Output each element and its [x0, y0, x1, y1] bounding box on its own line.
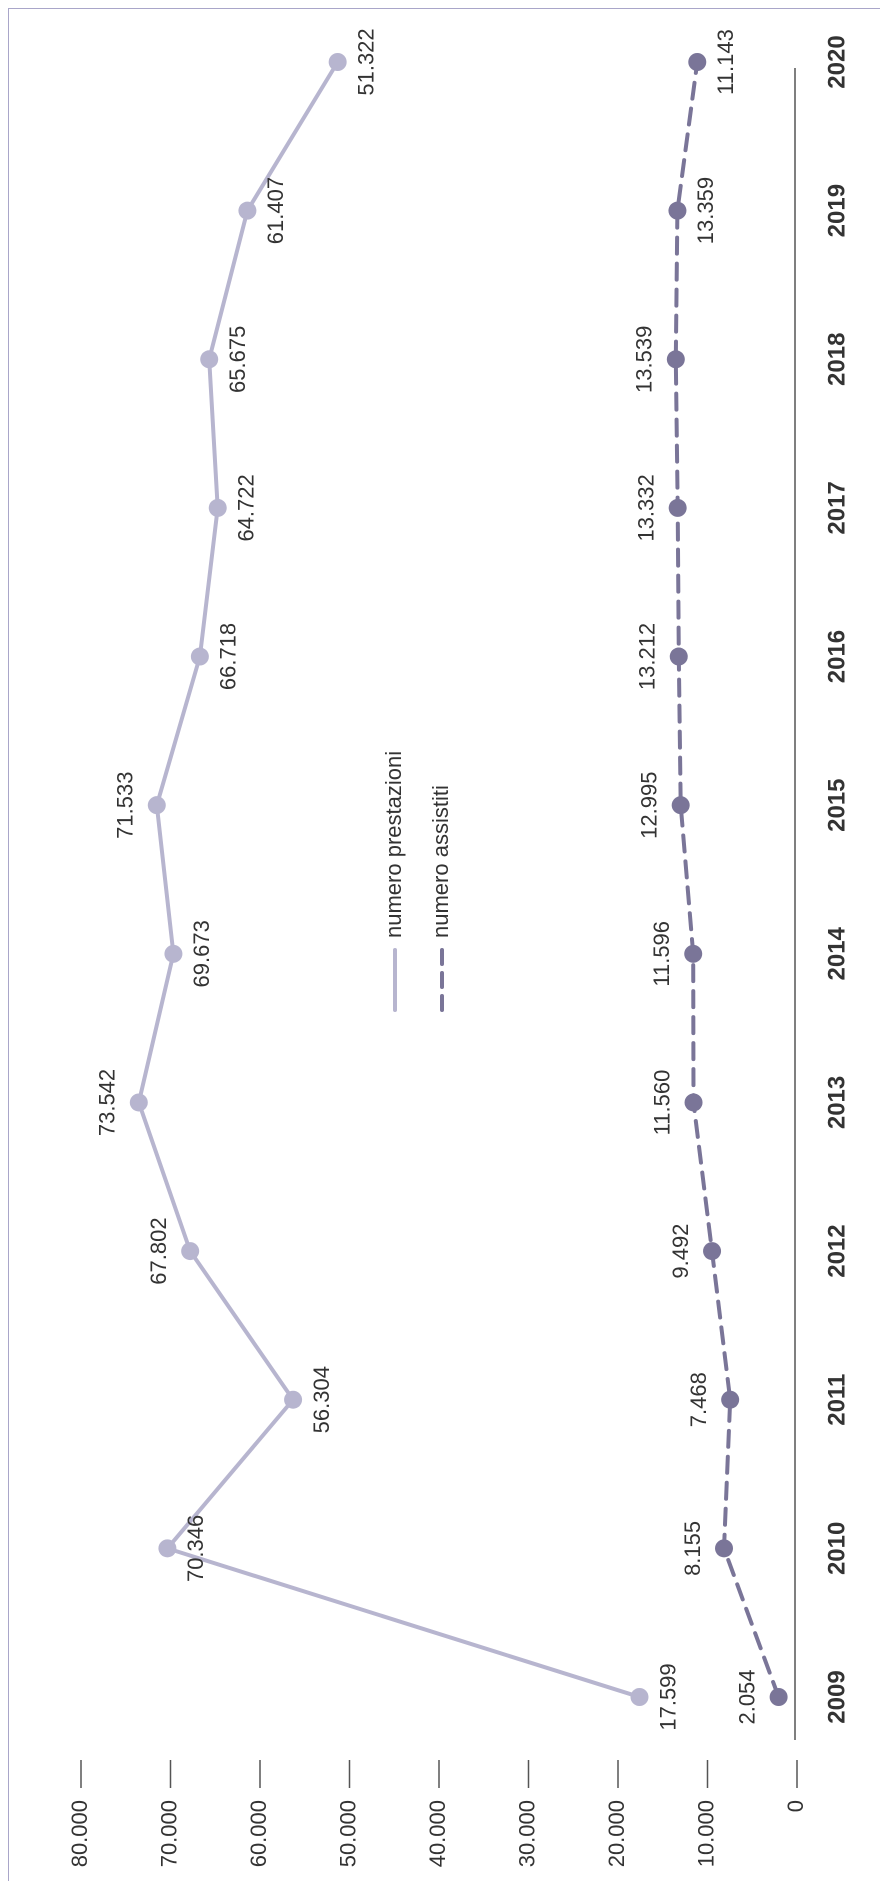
- data-point-numero-prestazioni-2010: [158, 1539, 177, 1558]
- data-point-numero-assistiti-2015: [671, 796, 690, 815]
- data-point-numero-prestazioni-2012: [181, 1242, 200, 1261]
- data-label-numero-assistiti-2020: 11.143: [713, 29, 738, 95]
- data-point-numero-assistiti-2019: [668, 201, 687, 220]
- data-label-numero-prestazioni-2017: 64.722: [234, 474, 259, 541]
- data-label-numero-assistiti-2015: 12.995: [637, 772, 662, 839]
- data-point-numero-assistiti-2014: [684, 944, 703, 963]
- data-point-numero-prestazioni-2017: [208, 498, 227, 517]
- y-tick-label-5: 50.000: [335, 1800, 360, 1867]
- data-point-numero-assistiti-2010: [715, 1539, 734, 1558]
- data-label-numero-prestazioni-2013: 73.542: [95, 1069, 120, 1136]
- data-point-numero-assistiti-2012: [703, 1242, 722, 1261]
- data-point-numero-prestazioni-2013: [129, 1093, 148, 1112]
- data-label-numero-assistiti-2011: 7.468: [686, 1372, 711, 1427]
- x-tick-label-2018: 2018: [823, 333, 850, 386]
- data-point-numero-assistiti-2009: [769, 1688, 788, 1706]
- chart-legend: numero prestazioni numero assistiti: [381, 751, 453, 1012]
- series-line-numero-assistiti: [673, 60, 781, 1699]
- x-tick-label-2010: 2010: [823, 1522, 850, 1575]
- legend-label-numero-prestazioni: numero prestazioni: [381, 751, 406, 938]
- data-label-numero-prestazioni-2014: 69.673: [189, 920, 214, 987]
- x-tick-label-2020: 2020: [823, 35, 850, 88]
- data-point-numero-prestazioni-2009: [630, 1688, 649, 1706]
- x-tick-label-2014: 2014: [823, 926, 850, 980]
- series-line-numero-prestazioni: [136, 60, 642, 1699]
- data-label-numero-assistiti-2017: 13.332: [634, 474, 659, 541]
- data-point-numero-prestazioni-2015: [147, 796, 166, 815]
- data-point-numero-assistiti-2011: [721, 1390, 740, 1409]
- x-tick-label-2019: 2019: [823, 184, 850, 237]
- data-point-numero-assistiti-2017: [668, 498, 687, 517]
- data-point-numero-prestazioni-2016: [190, 647, 209, 666]
- chart-frame: [8, 8, 880, 1881]
- y-tick-label-7: 70.000: [156, 1800, 181, 1867]
- data-point-numero-assistiti-2013: [684, 1093, 703, 1112]
- x-tick-label-2015: 2015: [823, 778, 850, 831]
- data-point-numero-prestazioni-2014: [164, 944, 183, 963]
- chart-axes: 2009 2010 2011 2012 2013 2014 2015 2016 2017 2018…: [67, 35, 851, 1867]
- data-label-numero-prestazioni-2020: 51.322: [354, 28, 379, 95]
- y-tick-label-4: 40.000: [425, 1800, 450, 1867]
- x-tick-label-2009: 2009: [823, 1670, 850, 1723]
- data-label-numero-assistiti-2016: 13.212: [635, 623, 660, 690]
- data-label-numero-prestazioni-2019: 61.407: [263, 177, 288, 244]
- data-label-numero-prestazioni-2015: 71.533: [113, 772, 138, 839]
- y-tick-label-1: 10.000: [693, 1800, 718, 1867]
- data-label-numero-prestazioni-2010: 70.346: [183, 1515, 208, 1582]
- data-label-numero-assistiti-2013: 11.560: [649, 1070, 674, 1136]
- data-label-numero-assistiti-2010: 8.155: [680, 1521, 705, 1576]
- data-point-numero-assistiti-2016: [669, 647, 688, 666]
- y-tick-label-6: 60.000: [246, 1800, 271, 1867]
- data-point-numero-assistiti-2018: [666, 350, 685, 369]
- x-tick-label-2011: 2011: [823, 1374, 850, 1426]
- data-label-numero-prestazioni-2011: 56.304: [309, 1366, 334, 1433]
- chart-data-labels: 17.599 70.346 56.304 67.802 73.542 69.673 71.5…: [95, 28, 760, 1730]
- data-point-numero-assistiti-2020: [688, 53, 707, 71]
- data-point-numero-prestazioni-2011: [284, 1390, 303, 1409]
- chart-series: [129, 53, 788, 1706]
- data-point-numero-prestazioni-2019: [238, 201, 257, 220]
- data-point-numero-prestazioni-2020: [328, 53, 347, 71]
- y-tick-label-3: 30.000: [514, 1800, 539, 1867]
- x-tick-label-2012: 2012: [823, 1224, 850, 1277]
- x-tick-label-2016: 2016: [823, 630, 850, 683]
- data-label-numero-prestazioni-2009: 17.599: [655, 1663, 680, 1730]
- data-point-numero-prestazioni-2018: [200, 350, 219, 369]
- data-label-numero-assistiti-2019: 13.359: [693, 177, 718, 244]
- legend-label-numero-assistiti: numero assistiti: [428, 785, 453, 938]
- x-tick-label-2013: 2013: [823, 1076, 850, 1129]
- data-label-numero-assistiti-2012: 9.492: [668, 1224, 693, 1279]
- data-label-numero-prestazioni-2016: 66.718: [216, 623, 241, 690]
- y-tick-label-0: 0: [783, 1800, 808, 1812]
- data-label-numero-prestazioni-2012: 67.802: [146, 1217, 171, 1284]
- y-tick-label-8: 80.000: [67, 1800, 92, 1867]
- data-label-numero-assistiti-2014: 11.596: [649, 921, 674, 987]
- data-label-numero-assistiti-2009: 2.054: [734, 1669, 759, 1724]
- data-label-numero-prestazioni-2018: 65.675: [225, 326, 250, 393]
- y-tick-label-2: 20.000: [604, 1800, 629, 1867]
- x-tick-label-2017: 2017: [823, 481, 850, 534]
- data-label-numero-assistiti-2018: 13.539: [632, 326, 657, 393]
